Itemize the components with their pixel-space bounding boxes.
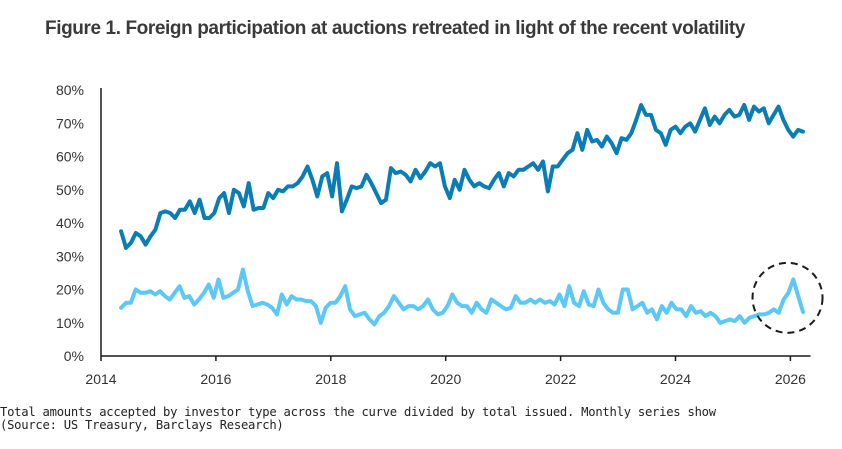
series-line-dark-blue [119,103,805,250]
x-axis-ticks: 2014 2016 2018 2020 2022 2024 2026 [85,356,806,387]
y-tick-label: 60% [56,149,84,165]
x-tick-label: 2016 [200,371,231,387]
x-tick-label: 2024 [660,371,691,387]
y-tick-label: 10% [56,315,84,331]
series-line-light-blue [119,267,805,327]
y-tick-label: 0% [64,348,84,364]
x-tick-label: 2022 [545,371,576,387]
series-layer [119,103,805,327]
x-tick-label: 2020 [430,371,461,387]
y-tick-label: 20% [56,282,84,298]
line-chart: 0%10%20%30%40%50%60%70%80% 2014 2016 2018 2… [56,82,824,387]
x-tick-label: 2018 [315,371,346,387]
annotation-layer [751,261,824,334]
x-tick-label: 2014 [85,371,116,387]
footnote-line-2: (Source: US Treasury, Barclays Research) [0,418,284,432]
y-tick-label: 40% [56,215,84,231]
x-tick-label: 2026 [775,371,806,387]
y-tick-label: 80% [56,82,84,98]
footnote-line-1: Total amounts accepted by investor type … [0,405,716,419]
y-axis-tick-labels: 0% 10% 20% 30% 40% 50% 60% 70% 80% [56,82,84,364]
y-tick-label: 50% [56,182,84,198]
dashed-circle-annotation [751,261,824,334]
chart-title: Figure 1. Foreign participation at aucti… [45,18,745,39]
footnote: Total amounts accepted by investor type … [0,406,716,432]
y-tick-label: 70% [56,115,84,131]
y-tick-label: 30% [56,248,84,264]
